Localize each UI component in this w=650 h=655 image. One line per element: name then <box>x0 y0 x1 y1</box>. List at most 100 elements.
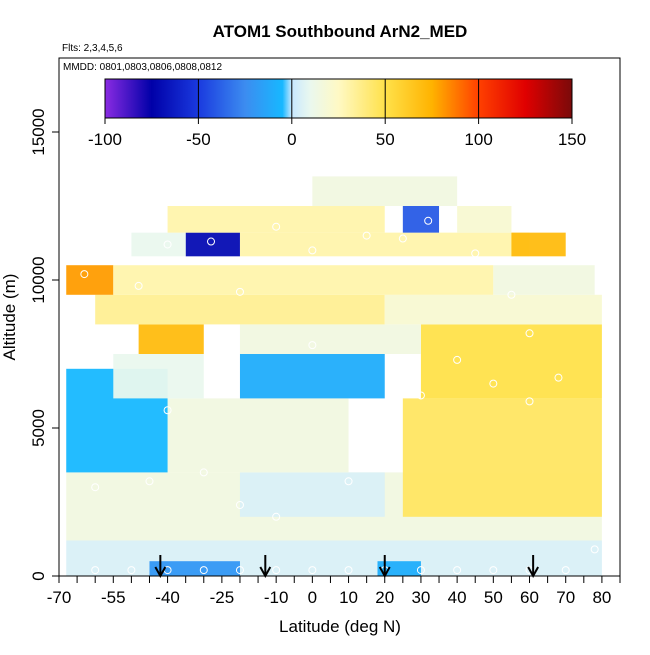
colorbar: -100 -50 0 50 100 150 <box>88 78 586 149</box>
down-arrow-icon <box>378 555 391 579</box>
heatmap-cell <box>167 398 349 473</box>
x-tick-label: 70 <box>556 588 575 607</box>
heatmap-cell <box>312 176 458 206</box>
sample-point <box>272 566 281 575</box>
sample-point <box>308 341 317 350</box>
heatmap-cell <box>377 561 421 576</box>
sample-point <box>91 566 100 575</box>
colorbar-tick-label: 150 <box>558 130 586 149</box>
x-tick-label: -40 <box>155 588 180 607</box>
x-tick-label: 40 <box>448 588 467 607</box>
colorbar-gradient <box>104 78 573 119</box>
sample-point <box>199 468 208 477</box>
x-tick-label: -70 <box>47 588 72 607</box>
sample-point <box>235 500 244 509</box>
sample-point <box>471 249 480 258</box>
y-tick-label: 15000 <box>29 108 48 155</box>
y-axis: 0 5000 10000 15000 <box>29 108 59 581</box>
sample-point <box>91 483 100 492</box>
y-tick-label: 5000 <box>29 409 48 447</box>
down-arrow-icon <box>259 555 272 579</box>
chart-title: ATOM1 Southbound ArN2_MED <box>213 22 468 41</box>
sample-point <box>235 287 244 296</box>
x-tick-label: 20 <box>375 588 394 607</box>
sample-point <box>525 397 534 406</box>
colorbar-tick-label: -100 <box>88 130 122 149</box>
heatmap-cell <box>493 265 595 295</box>
heatmap-cell <box>66 265 114 295</box>
sample-point <box>453 566 462 575</box>
x-tick-label: 80 <box>592 588 611 607</box>
sample-point <box>424 216 433 225</box>
sample-point <box>134 281 143 290</box>
sample-point <box>127 566 136 575</box>
sample-point <box>199 566 208 575</box>
sample-point <box>362 231 371 240</box>
colorbar-tick-label: 0 <box>287 130 296 149</box>
y-axis-label: Altitude (m) <box>0 274 19 361</box>
down-arrow-icon <box>154 555 167 579</box>
sample-point <box>489 566 498 575</box>
heatmap-cell <box>113 265 494 295</box>
x-tick-label: -55 <box>101 588 126 607</box>
sample-point <box>590 545 599 554</box>
x-axis-label: Latitude (deg N) <box>279 617 401 636</box>
heatmap-cell <box>402 398 602 517</box>
colorbar-ticks: -100 -50 0 50 100 150 <box>88 79 586 149</box>
sample-point <box>145 477 154 486</box>
sample-point <box>380 453 389 462</box>
sample-point <box>554 373 563 382</box>
sample-point <box>207 237 216 246</box>
sample-point <box>308 566 317 575</box>
x-tick-label: -10 <box>264 588 289 607</box>
x-tick-label: 60 <box>520 588 539 607</box>
sample-point <box>344 566 353 575</box>
sample-point <box>525 329 534 338</box>
flights-note: Flts: 2,3,4,5,6 <box>62 43 123 54</box>
heatmap-cell <box>457 206 512 233</box>
heatmap-cell <box>384 294 602 325</box>
sample-point <box>416 391 425 400</box>
sample-point <box>272 222 281 231</box>
sample-point <box>416 566 425 575</box>
sample-point <box>235 566 244 575</box>
x-tick-label: 50 <box>484 588 503 607</box>
colorbar-tick-label: 50 <box>376 130 395 149</box>
x-tick-label: -25 <box>210 588 235 607</box>
heatmap-cell <box>138 324 204 354</box>
colorbar-tick-label: 100 <box>464 130 492 149</box>
heatmap-cell <box>420 324 602 399</box>
sample-point <box>398 234 407 243</box>
x-tick-label: 0 <box>308 588 317 607</box>
heatmap-cell <box>239 324 421 354</box>
heatmap-cell <box>511 232 566 257</box>
heatmap-cell <box>131 232 186 257</box>
heatmap-cell <box>402 206 440 233</box>
colorbar-tick-label: -50 <box>186 130 211 149</box>
down-arrow-icon <box>527 555 540 579</box>
sample-point <box>561 566 570 575</box>
heatmap-cell <box>149 561 240 576</box>
sample-point <box>344 477 353 486</box>
plot-frame <box>58 57 621 577</box>
sample-point <box>453 355 462 364</box>
sample-point <box>163 406 172 415</box>
sample-point <box>80 270 89 279</box>
sample-point <box>489 379 498 388</box>
heatmap-layer <box>66 176 602 576</box>
heatmap-cell <box>239 232 530 257</box>
sample-point <box>507 290 516 299</box>
x-tick-label: 30 <box>411 588 430 607</box>
heatmap-cell <box>239 472 385 517</box>
heatmap-cell <box>95 294 385 325</box>
sample-point <box>308 246 317 255</box>
x-axis: -70 -55 -40 -25 -10 0 10 20 30 40 50 60 70 80 <box>47 576 621 607</box>
dates-note: MMDD: 0801,0803,0806,0808,0812 <box>63 62 222 73</box>
profile-markers <box>154 555 540 579</box>
sample-point <box>163 240 172 249</box>
heatmap-cell <box>167 206 385 233</box>
heatmap-cell <box>113 354 204 399</box>
heatmap-cell <box>66 540 602 576</box>
